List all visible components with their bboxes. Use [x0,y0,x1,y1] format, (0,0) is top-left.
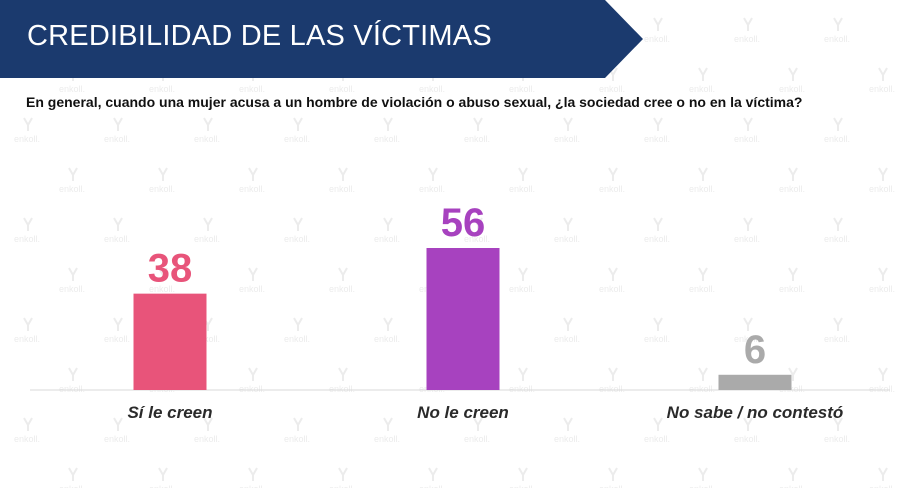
bar-2 [426,248,500,390]
page-title: CREDIBILIDAD DE LAS VÍCTIMAS [27,20,492,52]
survey-question: En general, cuando una mujer acusa a un … [26,94,803,110]
bar-value-label: 38 [148,247,193,291]
bar-1 [133,293,207,390]
category-label: No le creen [417,403,509,422]
bar-value-label: 56 [441,201,486,245]
bar-value-label: 6 [744,328,766,372]
title-banner: CREDIBILIDAD DE LAS VÍCTIMAS [0,0,643,78]
category-label: No sabe / no contestó [667,403,844,422]
bar-3 [718,374,792,390]
category-label: Sí le creen [127,403,212,422]
